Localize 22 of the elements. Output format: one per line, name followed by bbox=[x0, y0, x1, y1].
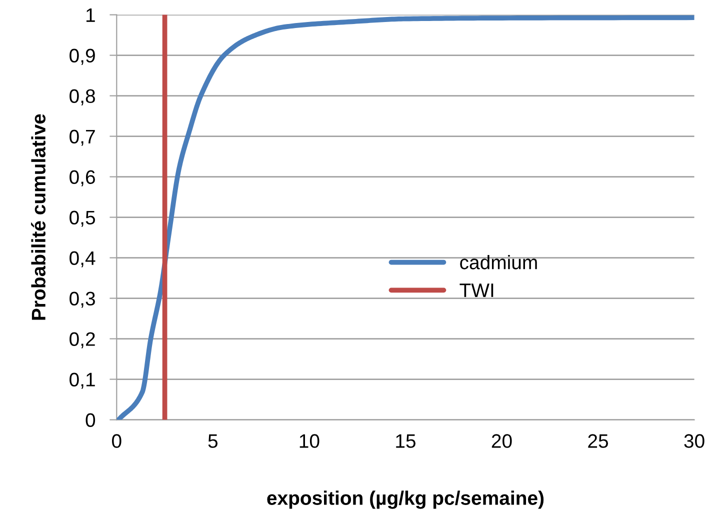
legend-label: cadmium bbox=[460, 255, 537, 270]
y-tick-label: 0,8 bbox=[70, 89, 95, 106]
y-tick-label: 0,3 bbox=[70, 292, 95, 308]
y-tick-label: 0,9 bbox=[70, 48, 95, 65]
x-tick-label: 30 bbox=[684, 434, 704, 448]
y-tick-label: 0,2 bbox=[70, 332, 95, 348]
x-tick-label: 0 bbox=[112, 434, 122, 448]
legend-label: TWI bbox=[460, 284, 494, 297]
x-tick-label: 5 bbox=[208, 434, 218, 448]
y-tick-label: 0,5 bbox=[70, 210, 96, 227]
x-tick-label: 20 bbox=[492, 434, 512, 448]
y-tick-label: 1 bbox=[86, 8, 95, 22]
y-tick-label: 0,4 bbox=[70, 251, 96, 268]
y-axis-title: Probabilité cumulative bbox=[31, 114, 46, 320]
x-axis-title: exposition (µg/kg pc/semaine) bbox=[267, 490, 544, 509]
y-tick-label: 0,1 bbox=[70, 372, 95, 389]
y-tick-label: 0 bbox=[86, 413, 96, 427]
y-tick-label: 0,7 bbox=[70, 130, 95, 146]
y-tick-label: 0,6 bbox=[70, 170, 95, 186]
x-tick-label: 15 bbox=[396, 434, 416, 448]
x-tick-label: 10 bbox=[300, 434, 320, 448]
x-tick-label: 25 bbox=[588, 434, 608, 448]
